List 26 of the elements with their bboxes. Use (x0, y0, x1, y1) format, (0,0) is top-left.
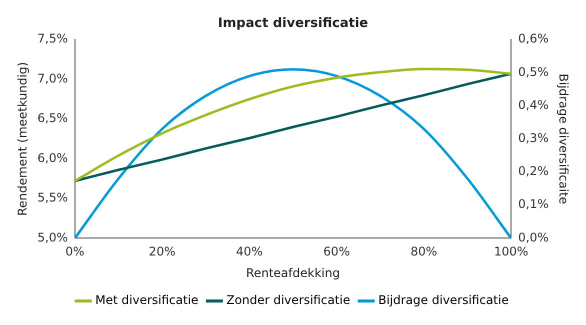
legend-label: Met diversificatie (95, 293, 198, 308)
y-tick-label: 5,0% (37, 230, 68, 244)
y2-axis-title: Bijdrage diversificaite (556, 74, 571, 204)
x-tick-label: 0% (65, 244, 84, 259)
x-axis-title: Renteafdekking (246, 266, 340, 280)
y-tick-label: 7,0% (37, 71, 68, 86)
y2-tick-label: 0,2% (518, 164, 549, 178)
y-tick-label: 6,0% (37, 150, 68, 165)
x-tick-label: 80% (410, 244, 438, 259)
x-tick-label: 100% (494, 244, 528, 259)
x-tick-label: 60% (323, 244, 350, 259)
legend-label: Zonder diversificatie (226, 293, 350, 308)
y2-tick-label: 0,5% (518, 64, 549, 79)
chart-title: Impact diversificatie (218, 16, 368, 32)
y2-tick-label: 0,6% (518, 32, 549, 46)
y2-tick-label: 0,1% (518, 197, 549, 212)
y-axis-title: Rendement (meetkundig) (15, 62, 30, 216)
y-tick-label: 7,5% (37, 32, 68, 46)
y2-tick-label: 0,4% (518, 98, 549, 112)
y-tick-label: 6,5% (37, 111, 68, 126)
x-tick-label: 40% (236, 244, 263, 259)
y2-tick-label: 0,3% (518, 131, 549, 146)
y2-tick-label: 0,0% (518, 230, 549, 244)
x-tick-label: 20% (148, 244, 176, 259)
legend-label: Bijdrage diversificatie (378, 293, 509, 308)
y-tick-label: 5,5% (37, 190, 68, 205)
